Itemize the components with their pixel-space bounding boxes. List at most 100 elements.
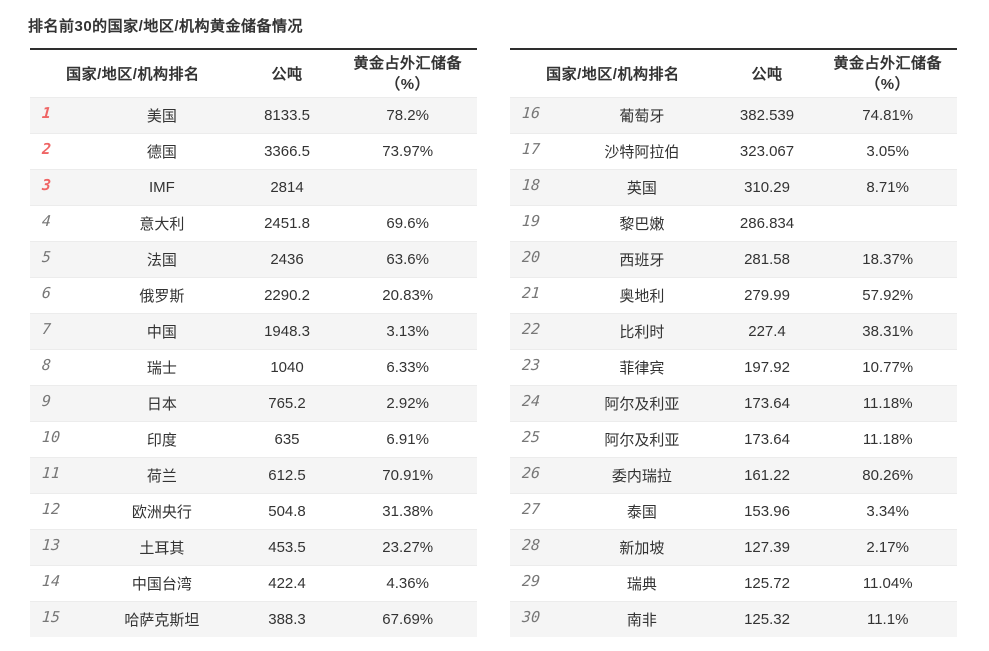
rank-cell: 21 — [510, 276, 569, 313]
tons-cell: 2436 — [235, 240, 339, 277]
rank-cell: 28 — [510, 528, 569, 565]
rank-number: 25 — [521, 429, 541, 445]
rank-cell: 12 — [30, 492, 89, 529]
pct-cell: 2.17% — [818, 528, 957, 565]
country-cell: 瑞典 — [568, 564, 716, 601]
country-cell: 俄罗斯 — [88, 276, 236, 313]
rank-cell: 11 — [30, 456, 89, 493]
tons-cell: 8133.5 — [235, 96, 339, 133]
table-row: 8 瑞士 1040 6.33% — [30, 348, 477, 385]
rank-cell: 15 — [30, 600, 89, 637]
tons-cell: 382.539 — [715, 96, 819, 133]
pct-cell — [338, 168, 477, 205]
rank-number: 3 — [41, 177, 52, 193]
table-row: 23 菲律宾 197.92 10.77% — [510, 348, 957, 385]
rank-number: 1 — [41, 105, 52, 121]
rank-number: 5 — [41, 249, 52, 265]
column-header-pct: 黄金占外汇储备（%） — [818, 49, 957, 97]
pct-cell: 18.37% — [818, 240, 957, 277]
country-cell: 美国 — [88, 96, 236, 133]
rank-cell: 19 — [510, 204, 569, 241]
column-header-pct: 黄金占外汇储备（%） — [338, 49, 477, 97]
tons-cell: 125.32 — [715, 600, 819, 637]
country-cell: 中国台湾 — [88, 564, 236, 601]
rank-cell: 14 — [30, 564, 89, 601]
country-cell: 德国 — [88, 132, 236, 169]
country-cell: 中国 — [88, 312, 236, 349]
rank-number: 12 — [41, 501, 61, 517]
country-cell: 南非 — [568, 600, 716, 637]
pct-cell: 38.31% — [818, 312, 957, 349]
rank-number: 8 — [41, 357, 52, 373]
rank-number: 21 — [521, 285, 541, 301]
table-row: 1 美国 8133.5 78.2% — [30, 96, 477, 133]
country-cell: 阿尔及利亚 — [568, 420, 716, 457]
tons-cell: 279.99 — [715, 276, 819, 313]
country-cell: 荷兰 — [88, 456, 236, 493]
tons-cell: 281.58 — [715, 240, 819, 277]
table-header: 国家/地区/机构排名 公吨 黄金占外汇储备（%） — [510, 49, 957, 97]
rank-cell: 13 — [30, 528, 89, 565]
tons-cell: 635 — [235, 420, 339, 457]
rank-number: 23 — [521, 357, 541, 373]
table-row: 7 中国 1948.3 3.13% — [30, 312, 477, 349]
tons-cell: 504.8 — [235, 492, 339, 529]
country-cell: 黎巴嫩 — [568, 204, 716, 241]
pct-cell: 20.83% — [338, 276, 477, 313]
pct-cell: 11.1% — [818, 600, 957, 637]
column-header-tons: 公吨 — [235, 49, 339, 97]
table-row: 10 印度 635 6.91% — [30, 420, 477, 457]
table-row: 20 西班牙 281.58 18.37% — [510, 240, 957, 277]
tons-cell: 3366.5 — [235, 132, 339, 169]
rank-number: 20 — [521, 249, 541, 265]
rank-cell: 8 — [30, 348, 89, 385]
tons-cell: 2451.8 — [235, 204, 339, 241]
tables-container: 国家/地区/机构排名 公吨 黄金占外汇储备（%） 1 美国 8133.5 78.2% 2… — [30, 36, 989, 637]
rank-number: 11 — [41, 465, 61, 481]
country-cell: 沙特阿拉伯 — [568, 132, 716, 169]
table-row: 15 哈萨克斯坦 388.3 67.69% — [30, 600, 477, 637]
pct-cell: 11.04% — [818, 564, 957, 601]
pct-cell: 6.33% — [338, 348, 477, 385]
table-row: 28 新加坡 127.39 2.17% — [510, 528, 957, 565]
tons-cell: 612.5 — [235, 456, 339, 493]
column-header-tons: 公吨 — [715, 49, 819, 97]
rank-cell: 24 — [510, 384, 569, 421]
table-row: 17 沙特阿拉伯 323.067 3.05% — [510, 132, 957, 169]
column-header-rank-name: 国家/地区/机构排名 — [510, 49, 716, 97]
pct-cell: 80.26% — [818, 456, 957, 493]
country-cell: 英国 — [568, 168, 716, 205]
pct-cell: 8.71% — [818, 168, 957, 205]
rank-cell: 22 — [510, 312, 569, 349]
tons-cell: 173.64 — [715, 384, 819, 421]
table-row: 6 俄罗斯 2290.2 20.83% — [30, 276, 477, 313]
country-cell: 泰国 — [568, 492, 716, 529]
table-row: 30 南非 125.32 11.1% — [510, 600, 957, 637]
rank-cell: 26 — [510, 456, 569, 493]
tons-cell: 323.067 — [715, 132, 819, 169]
rank-cell: 23 — [510, 348, 569, 385]
gold-reserves-table-right: 国家/地区/机构排名 公吨 黄金占外汇储备（%） 16 葡萄牙 382.539 74.… — [510, 48, 957, 637]
pct-cell: 3.05% — [818, 132, 957, 169]
rank-number: 18 — [521, 177, 541, 193]
rank-cell: 25 — [510, 420, 569, 457]
table-row: 3 IMF 2814 — [30, 168, 477, 205]
table-body: 16 葡萄牙 382.539 74.81% 17 沙特阿拉伯 323.067 3.05% 18 英… — [510, 96, 957, 637]
pct-cell: 11.18% — [818, 420, 957, 457]
pct-cell: 70.91% — [338, 456, 477, 493]
country-cell: 委内瑞拉 — [568, 456, 716, 493]
tons-cell: 2814 — [235, 168, 339, 205]
rank-number: 10 — [41, 429, 61, 445]
country-cell: IMF — [88, 168, 236, 205]
country-cell: 意大利 — [88, 204, 236, 241]
rank-number: 22 — [521, 321, 541, 337]
table-row: 13 土耳其 453.5 23.27% — [30, 528, 477, 565]
country-cell: 哈萨克斯坦 — [88, 600, 236, 637]
rank-cell: 29 — [510, 564, 569, 601]
rank-cell: 2 — [30, 132, 89, 169]
tons-cell: 161.22 — [715, 456, 819, 493]
table-row: 2 德国 3366.5 73.97% — [30, 132, 477, 169]
rank-cell: 30 — [510, 600, 569, 637]
pct-cell: 74.81% — [818, 96, 957, 133]
